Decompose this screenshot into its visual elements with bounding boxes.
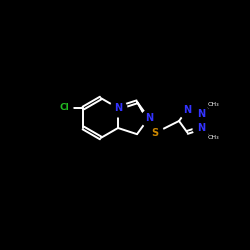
Text: CH₃: CH₃ — [208, 135, 220, 140]
Text: N: N — [114, 103, 122, 113]
Text: N: N — [197, 123, 205, 133]
Text: CH₃: CH₃ — [208, 102, 220, 107]
Text: Cl: Cl — [60, 104, 69, 112]
Text: N: N — [197, 109, 205, 119]
Text: N: N — [145, 113, 153, 123]
Text: N: N — [183, 104, 191, 115]
Text: S: S — [152, 128, 158, 138]
